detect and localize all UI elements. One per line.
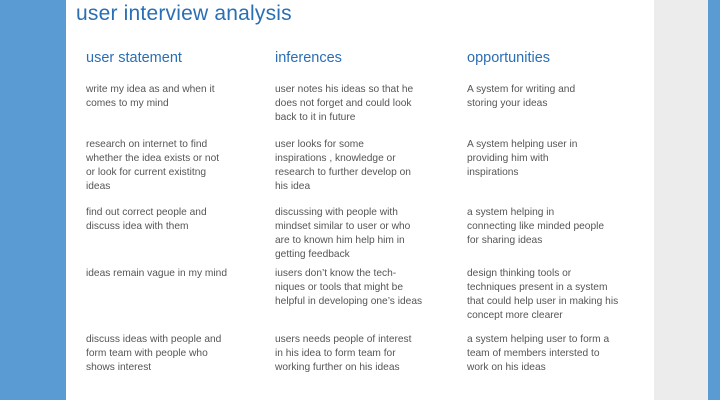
row-1-opportunity: A system for writing and storing your id… <box>467 84 576 109</box>
row-2-inference: user looks for some inspirations , knowl… <box>275 139 411 192</box>
row-2-statement: research on internet to find whether the… <box>86 139 220 192</box>
column-header-opportunities: opportunities <box>467 50 551 66</box>
row-4-opportunity: design thinking tools or techniques pres… <box>467 268 619 321</box>
row-5-opportunity: a system helping user to form a team of … <box>467 334 610 373</box>
slide-page: user interview analysis user statement i… <box>66 0 654 400</box>
row-4-statement: ideas remain vague in my mind <box>86 268 227 279</box>
row-3-inference: discussing with people with mindset simi… <box>275 207 411 260</box>
row-4-inference: iusers don’t know the tech- niques or to… <box>275 268 423 307</box>
row-3-opportunity: a system helping in connecting like mind… <box>467 207 605 246</box>
row-5-inference: users needs people of interest in his id… <box>275 334 412 373</box>
row-1-inference: user notes his ideas so that he does not… <box>275 84 414 123</box>
row-5-statement: discuss ideas with people and form team … <box>86 334 222 373</box>
row-3-statement: find out correct people and discuss idea… <box>86 207 207 232</box>
column-header-user-statement: user statement <box>86 50 182 66</box>
neighbor-slide-edge <box>654 0 708 400</box>
row-1-statement: write my idea as and when it comes to my… <box>86 84 215 109</box>
row-2-opportunity: A system helping user in providing him w… <box>467 139 578 178</box>
page-title: user interview analysis <box>76 2 292 25</box>
column-header-inferences: inferences <box>275 50 342 66</box>
